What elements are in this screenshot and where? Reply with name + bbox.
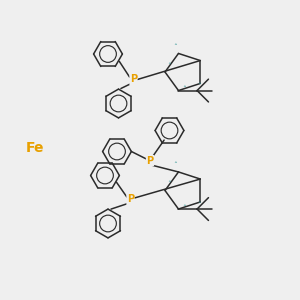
Text: ˆ: ˆ xyxy=(197,83,201,92)
Text: ˆ: ˆ xyxy=(168,182,171,190)
Text: ˆ: ˆ xyxy=(168,63,171,72)
Text: ˆ: ˆ xyxy=(197,202,201,211)
Text: ˆ: ˆ xyxy=(182,86,186,95)
Text: P: P xyxy=(127,194,134,205)
Text: Fe: Fe xyxy=(26,142,44,155)
Text: ˆ: ˆ xyxy=(173,162,177,171)
Text: ˆ: ˆ xyxy=(182,205,186,214)
Text: P: P xyxy=(146,155,154,166)
Text: ˆ: ˆ xyxy=(173,44,177,52)
Text: P: P xyxy=(130,74,137,85)
